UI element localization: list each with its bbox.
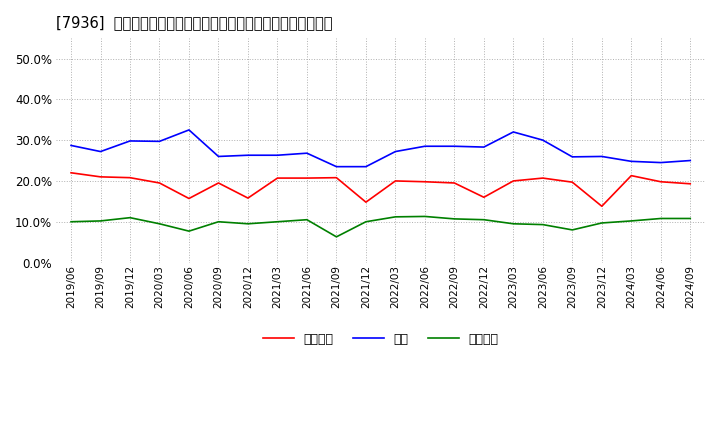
在庫 <box>214 154 222 159</box>
買入債務 <box>539 222 547 227</box>
売上債権 <box>391 178 400 183</box>
買入債務 <box>686 216 695 221</box>
在庫 <box>509 129 518 135</box>
在庫 <box>686 158 695 163</box>
在庫 <box>391 149 400 154</box>
在庫 <box>598 154 606 159</box>
Legend: 売上債権, 在庫, 買入債務: 売上債権, 在庫, 買入債務 <box>258 327 504 351</box>
売上債権 <box>243 195 252 201</box>
売上債権 <box>184 196 193 201</box>
在庫 <box>657 160 665 165</box>
売上債権 <box>302 176 311 181</box>
売上債権 <box>420 179 429 184</box>
Text: [7936]  売上債権、在庫、買入債務の総資産に対する比率の推移: [7936] 売上債権、在庫、買入債務の総資産に対する比率の推移 <box>56 15 333 30</box>
売上債権 <box>361 199 370 205</box>
売上債権 <box>686 181 695 187</box>
在庫 <box>156 139 164 144</box>
売上債権 <box>480 194 488 200</box>
売上債権 <box>96 174 105 180</box>
売上債権 <box>627 173 636 178</box>
在庫 <box>302 150 311 156</box>
売上債権 <box>67 170 76 176</box>
在庫 <box>273 153 282 158</box>
売上債権 <box>598 204 606 209</box>
在庫 <box>96 149 105 154</box>
在庫 <box>332 164 341 169</box>
売上債権 <box>332 175 341 180</box>
買入債務 <box>657 216 665 221</box>
在庫 <box>184 127 193 132</box>
買入債務 <box>214 219 222 224</box>
Line: 売上債権: 売上債権 <box>71 173 690 206</box>
買入債務 <box>480 217 488 222</box>
Line: 在庫: 在庫 <box>71 130 690 167</box>
買入債務 <box>509 221 518 227</box>
買入債務 <box>96 218 105 224</box>
在庫 <box>627 159 636 164</box>
買入債務 <box>568 227 577 233</box>
在庫 <box>67 143 76 148</box>
在庫 <box>420 143 429 149</box>
売上債権 <box>568 180 577 185</box>
在庫 <box>361 164 370 169</box>
買入債務 <box>126 215 135 220</box>
買入債務 <box>361 219 370 224</box>
売上債権 <box>509 178 518 183</box>
在庫 <box>243 153 252 158</box>
Line: 買入債務: 買入債務 <box>71 216 690 237</box>
在庫 <box>450 143 459 149</box>
買入債務 <box>273 219 282 224</box>
在庫 <box>480 144 488 150</box>
在庫 <box>568 154 577 160</box>
売上債権 <box>539 176 547 181</box>
買入債務 <box>450 216 459 221</box>
買入債務 <box>67 219 76 224</box>
買入債務 <box>332 234 341 239</box>
売上債権 <box>657 179 665 184</box>
売上債権 <box>156 180 164 186</box>
在庫 <box>126 138 135 143</box>
買入債務 <box>302 217 311 222</box>
売上債権 <box>450 180 459 186</box>
買入債務 <box>243 221 252 227</box>
売上債権 <box>214 180 222 186</box>
買入債務 <box>420 214 429 219</box>
買入債務 <box>156 221 164 227</box>
売上債権 <box>126 175 135 180</box>
買入債務 <box>598 220 606 226</box>
買入債務 <box>627 218 636 224</box>
売上債権 <box>273 176 282 181</box>
買入債務 <box>184 228 193 234</box>
買入債務 <box>391 214 400 220</box>
在庫 <box>539 137 547 143</box>
